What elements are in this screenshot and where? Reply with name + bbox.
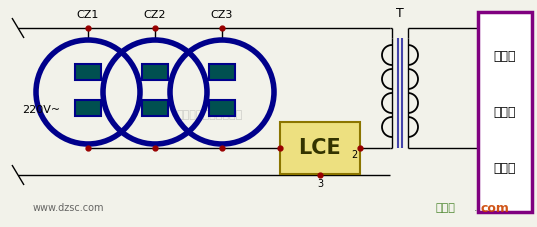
Bar — [209, 100, 235, 116]
Text: www.dzsc.com: www.dzsc.com — [32, 203, 104, 213]
FancyBboxPatch shape — [478, 12, 532, 212]
Text: T: T — [396, 7, 404, 20]
Bar — [75, 64, 101, 80]
Text: .: . — [474, 203, 478, 213]
Text: 220V~: 220V~ — [22, 105, 60, 115]
Text: 线放大: 线放大 — [494, 106, 516, 118]
Bar — [209, 64, 235, 80]
Text: CZ3: CZ3 — [211, 10, 233, 20]
Text: 接线图: 接线图 — [435, 203, 455, 213]
Text: CZ2: CZ2 — [144, 10, 166, 20]
Text: CZ1: CZ1 — [77, 10, 99, 20]
Text: 3: 3 — [317, 179, 323, 189]
Text: 1: 1 — [281, 150, 287, 160]
Bar — [142, 100, 168, 116]
Text: 2: 2 — [352, 150, 358, 160]
Text: com: com — [481, 202, 510, 215]
Text: 器电源: 器电源 — [494, 161, 516, 175]
Text: 杭州将睐科技有限公司: 杭州将睐科技有限公司 — [177, 110, 243, 120]
Bar — [142, 64, 168, 80]
Text: LCE: LCE — [299, 138, 342, 158]
Bar — [75, 100, 101, 116]
Text: 共用天: 共用天 — [494, 49, 516, 62]
FancyBboxPatch shape — [280, 122, 360, 174]
